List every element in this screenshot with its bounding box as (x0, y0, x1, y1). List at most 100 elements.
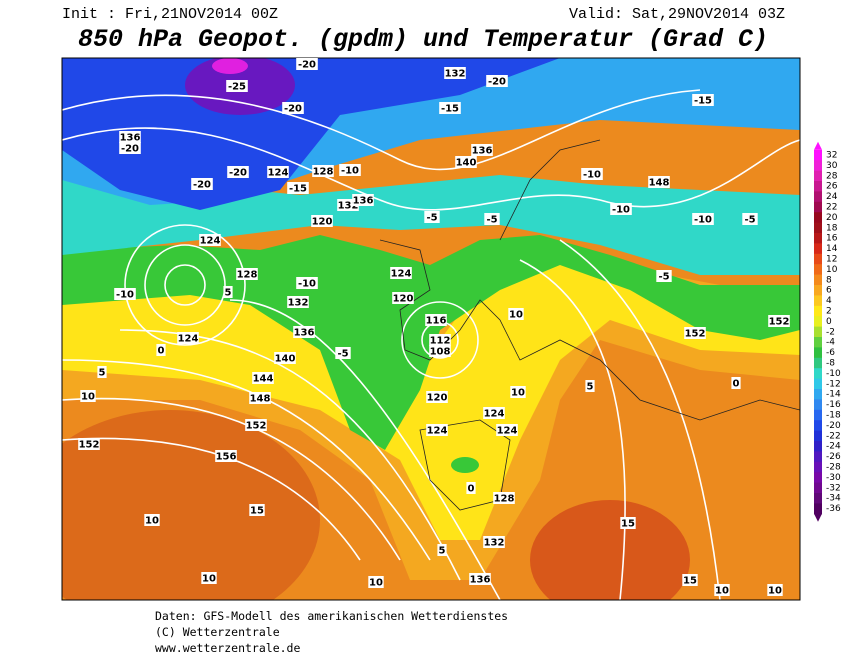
colorbar-label: -30 (826, 473, 841, 483)
colorbar-segment (814, 409, 822, 421)
colorbar-label: -4 (826, 338, 835, 348)
contour-label-bg (692, 213, 714, 225)
contour-label-bg (425, 314, 447, 326)
colorbar-label: 8 (826, 275, 832, 285)
contour-label: 140 (456, 158, 477, 169)
colorbar-label: -34 (826, 494, 841, 504)
contour-label-bg (287, 296, 309, 308)
contour-label: 124 (268, 168, 289, 179)
colorbar-arrow-top (814, 141, 822, 150)
contour-label: 132 (338, 201, 359, 212)
colorbar-segment (814, 149, 822, 161)
colorbar-segment (814, 264, 822, 276)
colorbar-label: 6 (826, 286, 832, 296)
colorbar-segment (814, 233, 822, 244)
contour-label-bg (610, 203, 632, 215)
colorbar-segment (814, 461, 822, 473)
contour-label-bg (437, 544, 447, 556)
contour-label-bg (267, 166, 289, 178)
colorbar-segment (814, 420, 822, 432)
contour-label: 132 (484, 538, 505, 549)
contour-label-bg (392, 292, 414, 304)
contour-label: 136 (120, 133, 141, 144)
contour-label: -10 (298, 279, 316, 290)
contour-label-bg (226, 80, 248, 92)
contour-label: 144 (253, 374, 274, 385)
colorbar-label: -26 (826, 452, 841, 462)
colorbar-segment (814, 493, 822, 504)
colorbar-label: -22 (826, 431, 841, 441)
contour-label-bg (282, 102, 304, 114)
contour-label-bg (201, 572, 217, 584)
colorbar-label: -2 (826, 327, 835, 337)
contour-label-bg (293, 326, 315, 338)
colorbar-segment (814, 295, 822, 307)
colorbar-label: -18 (826, 411, 841, 421)
contour-label: 15 (250, 506, 264, 517)
contour-label-bg (249, 504, 265, 516)
colorbar-label: -6 (826, 348, 835, 358)
contour-label: 140 (275, 354, 296, 365)
contour-label-bg (177, 332, 199, 344)
contour-label: 132 (288, 298, 309, 309)
contour-label-bg (199, 234, 221, 246)
contour-label-bg (508, 308, 524, 320)
colorbar-segment (814, 441, 822, 452)
colorbar-label: 30 (826, 161, 838, 171)
contour-label: -20 (193, 180, 211, 191)
contour-label: 10 (509, 310, 523, 321)
contour-label: 120 (312, 217, 333, 228)
contour-label: -20 (284, 104, 302, 115)
contour-label-bg (466, 482, 476, 494)
colorbar-segment (814, 181, 822, 192)
contour-label-bg (191, 178, 213, 190)
contour-label: 124 (391, 269, 412, 280)
contour-label: -10 (116, 290, 134, 301)
colorbar-label: 18 (826, 223, 838, 233)
contour-label: 5 (99, 368, 106, 379)
contour-label: 5 (439, 546, 446, 557)
contour-label-bg (390, 267, 412, 279)
contour-label-bg (684, 327, 706, 339)
contour-label: -5 (486, 215, 497, 226)
colorbar-label: -32 (826, 483, 841, 493)
colorbar-label: 10 (826, 265, 838, 275)
colorbar-arrow-bottom (814, 513, 822, 522)
contour-label-bg (682, 574, 698, 586)
contour-label-bg (119, 142, 141, 154)
contour-label-bg (714, 584, 730, 596)
contour-label-bg (339, 164, 361, 176)
footer-url: www.wetterzentrale.de (155, 641, 300, 655)
contour-label-bg (296, 58, 318, 70)
contour-label: -15 (289, 184, 307, 195)
contour-label: -5 (426, 213, 437, 224)
contour-label-bg (767, 584, 783, 596)
contour-label-bg (245, 419, 267, 431)
contour-label-bg (78, 438, 100, 450)
map-frame (61, 57, 801, 601)
contour-label: 156 (216, 452, 237, 463)
contour-label: 120 (427, 393, 448, 404)
colorbar-label: 24 (826, 192, 838, 202)
init-time: Init : Fri,21NOV2014 00Z (62, 6, 278, 23)
colorbar-segment (814, 326, 822, 338)
footer-source: Daten: GFS-Modell des amerikanischen Wet… (155, 609, 508, 623)
contour-label: -10 (612, 205, 630, 216)
valid-time: Valid: Sat,29NOV2014 03Z (569, 6, 785, 23)
contour-label-bg (429, 345, 451, 357)
contour-label-bg (287, 182, 309, 194)
colorbar-label: 14 (826, 244, 838, 254)
contour-label-bg (648, 176, 670, 188)
contour-label: 10 (369, 578, 383, 589)
contour-label-bg (312, 165, 334, 177)
colorbar-segment (814, 472, 822, 484)
colorbar-segment (814, 347, 822, 359)
contour-label: -10 (341, 166, 359, 177)
contour-label-bg (274, 352, 296, 364)
contour-label: 10 (145, 516, 159, 527)
map-title: 850 hPa Geopot. (gpdm) und Temperatur (G… (78, 25, 768, 54)
contour-label: 10 (768, 586, 782, 597)
contour-label: -20 (488, 77, 506, 88)
contour-label: -15 (694, 96, 712, 107)
contour-label-bg (311, 215, 333, 227)
